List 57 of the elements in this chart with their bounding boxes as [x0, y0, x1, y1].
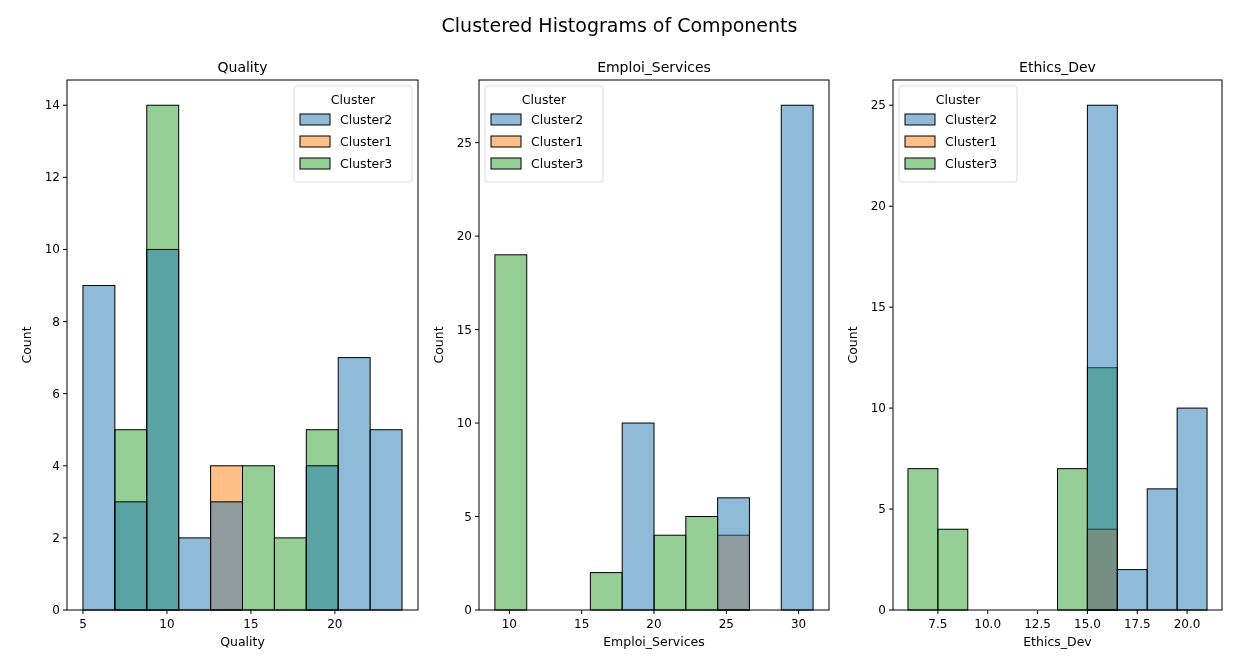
legend-label: Cluster1: [340, 134, 393, 149]
x-tick-label: 20: [327, 617, 343, 631]
legend-title: Cluster: [330, 92, 377, 107]
legend-label: Cluster1: [945, 134, 998, 149]
y-tick-label: 2: [52, 530, 60, 545]
x-tick-label: 17.5: [1123, 617, 1151, 631]
y-tick-label: 10: [456, 416, 472, 431]
x-tick-label: 20: [646, 617, 662, 631]
y-tick-label: 25: [870, 98, 886, 113]
y-tick-label: 4: [52, 458, 60, 473]
x-tick-label: 12.5: [1024, 617, 1051, 631]
y-tick-label: 15: [456, 322, 472, 337]
legend-title: Cluster: [935, 92, 982, 107]
y-tick-label: 6: [52, 386, 60, 401]
x-tick-label: 5: [79, 617, 87, 631]
x-tick-label: 25: [718, 617, 734, 631]
chart-title: Ethics_Dev: [1019, 59, 1096, 75]
legend-label: Cluster3: [531, 156, 584, 171]
x-axis-title: Quality: [220, 634, 266, 649]
y-tick-label: 5: [878, 502, 886, 517]
x-tick-label: 30: [790, 617, 807, 631]
x-tick-label: 15: [243, 617, 259, 631]
y-tick-label: 12: [44, 170, 60, 185]
y-tick-label: 10: [44, 242, 60, 257]
x-axis-title: Emploi_Services: [603, 634, 705, 649]
x-tick-label: 20.0: [1173, 617, 1201, 631]
legend-label: Cluster3: [340, 156, 393, 171]
y-tick-label: 8: [52, 314, 60, 329]
chart-title: Quality: [217, 59, 268, 75]
legend-label: Cluster1: [531, 134, 584, 149]
y-tick-label: 25: [456, 135, 472, 150]
y-axis-title: Count: [19, 326, 34, 364]
y-axis-title: Count: [845, 326, 860, 364]
y-axis-title: Count: [431, 326, 446, 364]
x-tick-label: 10: [501, 617, 518, 631]
x-tick-label: 10.0: [974, 617, 1002, 631]
legend-label: Cluster3: [945, 156, 998, 171]
y-tick-label: 14: [44, 98, 60, 113]
x-tick-label: 7.5: [928, 617, 948, 631]
y-tick-label: 10: [870, 401, 886, 416]
x-tick-label: 15.0: [1074, 617, 1101, 631]
legend-label: Cluster2: [531, 112, 584, 127]
y-tick-label: 0: [52, 603, 60, 617]
y-tick-label: 20: [456, 229, 472, 244]
legend-label: Cluster2: [945, 112, 998, 127]
legend-title: Cluster: [521, 92, 568, 107]
x-axis-title: Ethics_Dev: [1023, 634, 1093, 649]
text: Clustered Histograms of Components: [441, 14, 798, 36]
y-tick-label: 5: [464, 509, 472, 524]
x-tick-label: 15: [574, 617, 590, 631]
y-tick-label: 0: [464, 603, 472, 617]
chart-title: Emploi_Services: [597, 59, 711, 75]
y-tick-label: 15: [870, 300, 886, 315]
legend-label: Cluster2: [340, 112, 393, 127]
y-tick-label: 0: [878, 603, 886, 617]
y-tick-label: 20: [870, 199, 886, 214]
x-tick-label: 10: [159, 617, 175, 631]
